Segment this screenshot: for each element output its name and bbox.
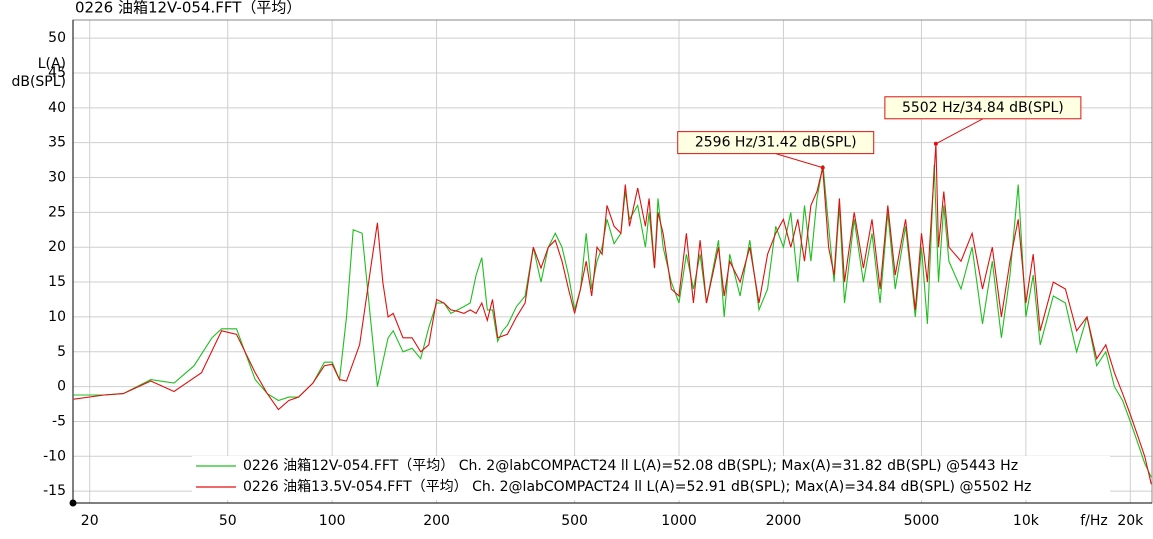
annotation-box (677, 131, 875, 155)
x-tick-label: 20 (81, 513, 99, 529)
chart-title: 0226 油箱12V-054.FFT（平均） (75, 0, 301, 17)
y-tick-label: 40 (48, 100, 66, 116)
annotation-point (933, 141, 938, 146)
x-tick-label: 2000 (766, 513, 802, 529)
y-tick-label: 10 (48, 309, 66, 325)
x-tick-label: 20k (1117, 513, 1144, 529)
legend-label: 0226 油箱13.5V-054.FFT（平均） Ch. 2@labCOMPAC… (243, 479, 1031, 495)
x-axis-label: f/Hz (1080, 513, 1108, 529)
legend-box (192, 456, 1110, 500)
annotation-text: 2596 Hz/31.42 dB(SPL) (695, 135, 857, 151)
series-line (73, 143, 1152, 485)
annotation-text: 5502 Hz/34.84 dB(SPL) (902, 100, 1064, 116)
origin-dot (69, 499, 77, 507)
y-tick-label: -10 (43, 448, 66, 464)
annotation-point (820, 165, 825, 170)
y-tick-label: 50 (48, 30, 66, 46)
x-tick-label: 50 (219, 513, 237, 529)
annotation-leader (775, 153, 823, 169)
x-tick-label: 1000 (661, 513, 697, 529)
x-tick-label: 200 (423, 513, 450, 529)
x-tick-label: 100 (319, 513, 346, 529)
y-tick-label: 0 (57, 379, 66, 395)
y-tick-label: 20 (48, 239, 66, 255)
y-axis-label: dB(SPL) (11, 74, 66, 90)
y-tick-label: 30 (48, 170, 66, 186)
annotation-box (884, 96, 1082, 120)
x-tick-label: 500 (561, 513, 588, 529)
x-tick-label: 10k (1013, 513, 1040, 529)
y-tick-label: 45 (48, 65, 66, 81)
annotation-leader (935, 118, 984, 145)
y-tick-label: 25 (48, 204, 66, 220)
y-axis-label: L(A) (38, 56, 66, 72)
legend-label: 0226 油箱12V-054.FFT（平均） Ch. 2@labCOMPACT2… (243, 458, 1018, 474)
y-tick-label: -15 (43, 483, 66, 499)
y-tick-label: 15 (48, 274, 66, 290)
legend: 0226 油箱12V-054.FFT（平均） Ch. 2@labCOMPACT2… (192, 456, 1110, 500)
y-tick-label: -5 (52, 413, 66, 429)
x-tick-label: 5000 (904, 513, 940, 529)
y-tick-label: 5 (57, 344, 66, 360)
y-tick-label: 35 (48, 135, 66, 151)
